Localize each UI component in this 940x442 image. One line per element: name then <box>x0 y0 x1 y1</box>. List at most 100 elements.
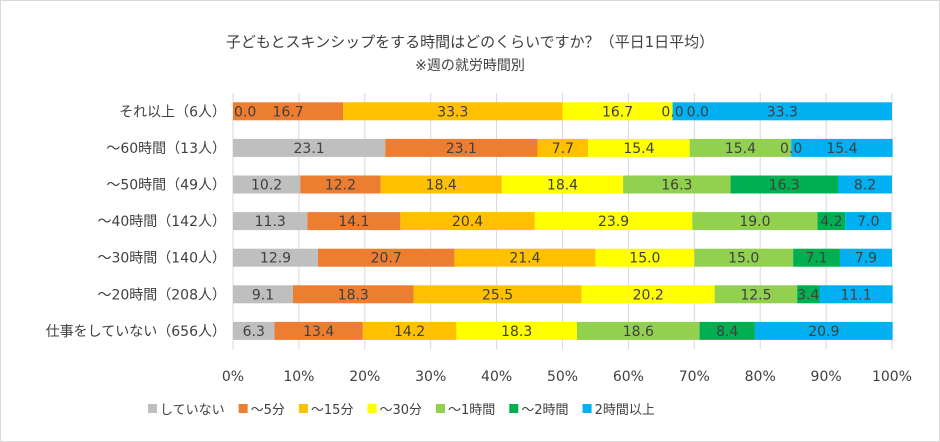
legend-item: ～15分 <box>298 403 354 418</box>
data-label: 20.2 <box>633 287 664 303</box>
bar-segment <box>791 138 893 157</box>
bar-segment <box>274 321 363 340</box>
bar-segment <box>456 321 577 340</box>
y-category-label: ～20時間（208人） <box>97 287 226 303</box>
x-tick-label: 70% <box>679 369 710 385</box>
data-label: 25.5 <box>482 287 513 303</box>
bar-segment <box>300 175 381 194</box>
data-label: 19.0 <box>739 214 770 230</box>
data-label: 15.0 <box>728 251 759 267</box>
data-label: 7.0 <box>857 214 879 230</box>
y-category-label: それ以上（6人） <box>119 104 226 120</box>
data-label: 18.3 <box>338 287 369 303</box>
bar-segment <box>819 285 893 304</box>
bar-segment <box>233 321 275 340</box>
bar-segment <box>534 212 693 231</box>
data-label: 23.9 <box>598 214 629 230</box>
bar-segment <box>233 248 319 267</box>
data-label: 11.3 <box>255 214 286 230</box>
legend-swatch <box>298 404 308 413</box>
data-label: 6.3 <box>243 324 265 340</box>
legend-label: ～5分 <box>251 403 285 418</box>
bar-segment <box>385 138 538 157</box>
data-label: 20.7 <box>371 251 402 267</box>
bar-segment <box>233 138 386 157</box>
legend-item: 2時間以上 <box>582 403 655 418</box>
data-label: 20.9 <box>808 324 839 340</box>
data-label: 8.4 <box>716 324 738 340</box>
bar-segment <box>692 212 818 231</box>
y-category-label: 仕事をしていない（656人） <box>46 324 226 340</box>
y-category-label: ～40時間（142人） <box>97 214 226 230</box>
x-tick-label: 80% <box>745 369 776 385</box>
bar-segment <box>837 175 892 194</box>
bar-segment <box>689 138 792 157</box>
bar-segment <box>714 285 798 304</box>
bar-segment <box>730 175 838 194</box>
data-label: 13.4 <box>303 324 334 340</box>
bar-segment <box>413 285 582 304</box>
legend-swatch <box>367 404 377 413</box>
legend-item: ～5分 <box>238 403 285 418</box>
legend-item: ～30分 <box>367 403 422 418</box>
legend-item: ～2時間 <box>509 403 569 418</box>
legend-label: ～1時間 <box>448 403 495 418</box>
legend-item: ～1時間 <box>436 403 495 418</box>
data-label: 18.4 <box>426 178 457 194</box>
bar-segment <box>362 321 457 340</box>
legend-label: していない <box>160 403 225 418</box>
data-label: 7.9 <box>855 251 877 267</box>
data-label: 15.4 <box>623 141 654 157</box>
bar-segment <box>754 321 893 340</box>
bar-segment <box>839 248 892 267</box>
legend-swatch <box>509 404 519 413</box>
chart-title: 子どもとスキンシップをする時間はどのくらいですか？（平日1日平均） <box>226 33 714 51</box>
bar-segment <box>307 212 401 231</box>
bar-segment <box>454 248 596 267</box>
data-label: 14.2 <box>394 324 425 340</box>
bar-segment <box>694 248 794 267</box>
data-label: 23.1 <box>446 141 477 157</box>
bar-segment <box>537 138 589 157</box>
data-label: 18.3 <box>501 324 532 340</box>
bar-segment <box>233 175 301 194</box>
y-category-label: ～60時間（13人） <box>106 141 226 157</box>
data-label: 4.2 <box>820 214 842 230</box>
chart-subtitle: ※週の就労時間別 <box>415 58 525 74</box>
legend-label: ～2時間 <box>521 403 568 418</box>
x-tick-label: 90% <box>811 369 842 385</box>
bar-segment <box>233 285 293 304</box>
x-tick-label: 0% <box>222 369 244 385</box>
data-label: 15.4 <box>725 141 756 157</box>
bar-segment <box>672 102 892 121</box>
data-label: 7.1 <box>805 251 827 267</box>
bar-segment <box>793 248 840 267</box>
bar-segment <box>562 102 673 121</box>
x-tick-label: 30% <box>415 369 446 385</box>
data-label: 0.0 <box>687 104 709 120</box>
data-label: 0.0 <box>661 104 683 120</box>
data-label: 12.2 <box>325 178 356 194</box>
data-label: 16.7 <box>272 104 303 120</box>
bar-segment <box>797 285 820 304</box>
data-label: 23.1 <box>294 141 325 157</box>
data-label: 10.2 <box>251 178 282 194</box>
data-label: 9.1 <box>252 287 274 303</box>
x-tick-label: 100% <box>872 369 912 385</box>
x-tick-label: 60% <box>613 369 644 385</box>
data-label: 0.0 <box>234 104 256 120</box>
data-label: 21.4 <box>509 251 540 267</box>
legend-item: していない <box>148 403 225 418</box>
bar-segment <box>233 102 344 121</box>
x-tick-label: 40% <box>481 369 512 385</box>
bar-segment <box>623 175 731 194</box>
bar-segment <box>699 321 755 340</box>
bar-segment <box>588 138 690 157</box>
bar-segment <box>595 248 695 267</box>
data-label: 18.4 <box>547 178 578 194</box>
legend-label: ～30分 <box>379 403 422 418</box>
data-label: 3.4 <box>797 287 819 303</box>
bar-segment <box>380 175 502 194</box>
bar-segment <box>343 102 563 121</box>
legend-label: ～15分 <box>311 403 354 418</box>
